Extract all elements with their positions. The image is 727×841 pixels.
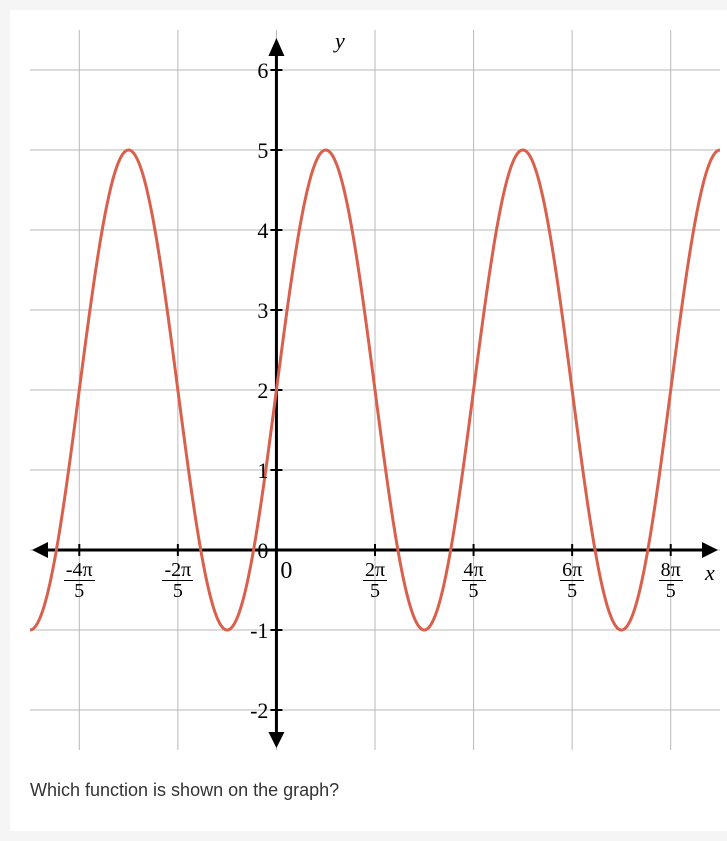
- y-tick-label: -2: [238, 698, 268, 724]
- y-tick-label: 1: [238, 458, 268, 484]
- y-tick-label: 2: [238, 378, 268, 404]
- chart-area: y x -2 -1 0 1 2 3 4 5 6 0 -4π5 -2π5 2π5 4π5 6π5 8π5: [30, 30, 720, 750]
- x-tick-label: 8π5: [649, 560, 693, 601]
- y-tick-label: -1: [238, 618, 268, 644]
- x-tick-label: 6π5: [550, 560, 594, 601]
- x-tick-label: -2π5: [156, 560, 200, 601]
- origin-label: 0: [272, 558, 292, 585]
- y-axis-label: y: [335, 28, 345, 54]
- x-tick-label: 4π5: [452, 560, 496, 601]
- y-tick-label: 3: [238, 298, 268, 324]
- y-tick-label: 0: [238, 538, 268, 564]
- x-axis-label: x: [705, 560, 715, 586]
- chart-svg: [30, 30, 720, 750]
- chart-container: y x -2 -1 0 1 2 3 4 5 6 0 -4π5 -2π5 2π5 4π5 6π5 8π5 Wh…: [10, 10, 727, 831]
- y-tick-label: 4: [238, 218, 268, 244]
- question-text: Which function is shown on the graph?: [30, 780, 339, 801]
- x-tick-label: 2π5: [353, 560, 397, 601]
- x-tick-label: -4π5: [57, 560, 101, 601]
- y-tick-label: 5: [238, 138, 268, 164]
- y-tick-label: 6: [238, 58, 268, 84]
